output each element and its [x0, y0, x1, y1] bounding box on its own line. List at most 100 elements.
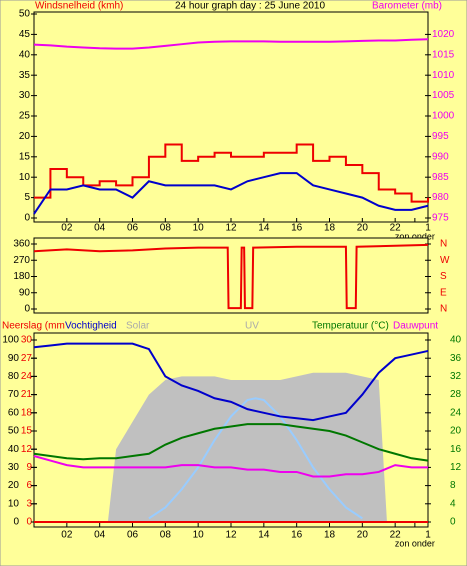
y2-tick-label: 12: [450, 462, 462, 473]
y-tick-label: 90: [8, 353, 20, 364]
y3-tick-label: 9: [26, 462, 32, 473]
y-tick-label: 30: [19, 90, 31, 101]
y-tick-label: 10: [8, 498, 20, 509]
y2-tick-label: N: [440, 239, 447, 250]
y-tick-label: 100: [2, 335, 19, 346]
y3-axis-label: Neerslag (mm: [2, 321, 65, 332]
x-tick-label: 06: [127, 223, 139, 234]
x-tick-label: 04: [94, 223, 106, 234]
y-tick-label: 35: [19, 70, 31, 81]
y2-tick-label: S: [440, 271, 447, 282]
legend-label: Vochtigheid: [65, 321, 117, 332]
y2-tick-label: 4: [450, 498, 456, 509]
y2-tick-label: 1005: [432, 90, 455, 101]
y3-tick-label: 27: [21, 353, 33, 364]
x-tick-label: 10: [193, 530, 205, 541]
y-tick-label: 50: [8, 426, 20, 437]
y-tick-label: 40: [8, 444, 20, 455]
y-tick-label: 30: [8, 462, 20, 473]
x-tick-label: 16: [291, 223, 303, 234]
legend-label: UV: [245, 321, 259, 332]
legend-label: Temperatuur (°C): [312, 321, 389, 332]
x-tick-label: 1: [425, 223, 431, 234]
y-tick-label: 0: [24, 213, 30, 224]
y-tick-label: 180: [13, 271, 30, 282]
x-tick-label: 08: [160, 530, 172, 541]
chart-title: 24 hour graph day : 25 June 2010: [175, 1, 326, 12]
y-tick-label: 60: [8, 407, 20, 418]
x-tick-label: 04: [94, 530, 106, 541]
y2-tick-label: 20: [450, 426, 462, 437]
y2-tick-label: E: [440, 287, 447, 298]
line: [33, 243, 429, 310]
x-tick-label: 02: [61, 223, 73, 234]
y3-tick-label: 24: [21, 371, 33, 382]
y-tick-label: 15: [19, 151, 31, 162]
x-tick-label: 06: [127, 530, 139, 541]
y-tick-label: 25: [19, 111, 31, 122]
y-tick-label: 80: [8, 371, 20, 382]
y-tick-label: 70: [8, 389, 20, 400]
y-axis-label: Windsnelheid (kmh): [35, 1, 123, 12]
plot-area: [33, 237, 429, 314]
x-tick-label: 14: [258, 530, 270, 541]
x-tick-label: 20: [357, 223, 369, 234]
y2-tick-label: 1010: [432, 70, 455, 81]
y3-tick-label: 0: [26, 517, 32, 528]
y2-tick-label: 32: [450, 371, 462, 382]
y-tick-label: 45: [19, 29, 31, 40]
y3-tick-label: 21: [21, 389, 33, 400]
y-tick-label: 90: [19, 287, 31, 298]
y2-tick-label: 980: [432, 192, 449, 203]
line: [33, 423, 429, 462]
y-tick-label: 20: [19, 131, 31, 142]
y-tick-label: 0: [13, 517, 19, 528]
line: [33, 455, 428, 478]
y-tick-label: 360: [13, 239, 30, 250]
line: [34, 143, 429, 203]
legend-label: Dauwpunt: [393, 321, 438, 332]
x-tick-label: 02: [61, 530, 73, 541]
y3-tick-label: 3: [26, 498, 32, 509]
x-tick-label: 12: [225, 530, 237, 541]
x-tick-label: 16: [291, 530, 303, 541]
legend-label: Solar: [126, 321, 150, 332]
x-tick-label: 10: [193, 223, 205, 234]
x-tick-label: 22: [390, 223, 402, 234]
y2-tick-label: 8: [450, 480, 456, 491]
x-tick-label: 12: [225, 223, 237, 234]
x-tick-label: 08: [160, 223, 172, 234]
line: [148, 397, 363, 520]
plot-area: [33, 11, 429, 223]
x-tick-label: zon onder: [395, 538, 435, 548]
y2-tick-label: 985: [432, 172, 449, 183]
y2-tick-label: 1015: [432, 49, 455, 60]
y2-tick-label: 24: [450, 407, 462, 418]
y3-tick-label: 6: [26, 480, 32, 491]
y2-tick-label: 1000: [432, 111, 455, 122]
y-tick-label: 40: [19, 49, 31, 60]
y3-tick-label: 12: [21, 444, 33, 455]
y2-tick-label: 975: [432, 213, 449, 224]
y2-tick-label: N: [440, 304, 447, 315]
y-tick-label: 50: [19, 9, 31, 20]
y-tick-label: 0: [24, 304, 30, 315]
y-tick-label: 270: [13, 255, 30, 266]
y2-tick-label: 990: [432, 151, 449, 162]
x-tick-label: 14: [258, 223, 270, 234]
y2-tick-label: 40: [450, 335, 462, 346]
y2-tick-label: 1020: [432, 29, 455, 40]
x-tick-label: 22: [390, 530, 402, 541]
x-tick-label: 18: [324, 530, 336, 541]
line: [33, 172, 429, 215]
x-tick-label: zon onder: [395, 231, 435, 241]
y-tick-label: 20: [8, 480, 20, 491]
y2-tick-label: 36: [450, 353, 462, 364]
y-tick-label: 10: [19, 172, 31, 183]
y3-tick-label: 30: [21, 335, 33, 346]
x-tick-label: 18: [324, 223, 336, 234]
y3-tick-label: 15: [21, 426, 33, 437]
y3-tick-label: 18: [21, 407, 33, 418]
area: [107, 372, 387, 522]
